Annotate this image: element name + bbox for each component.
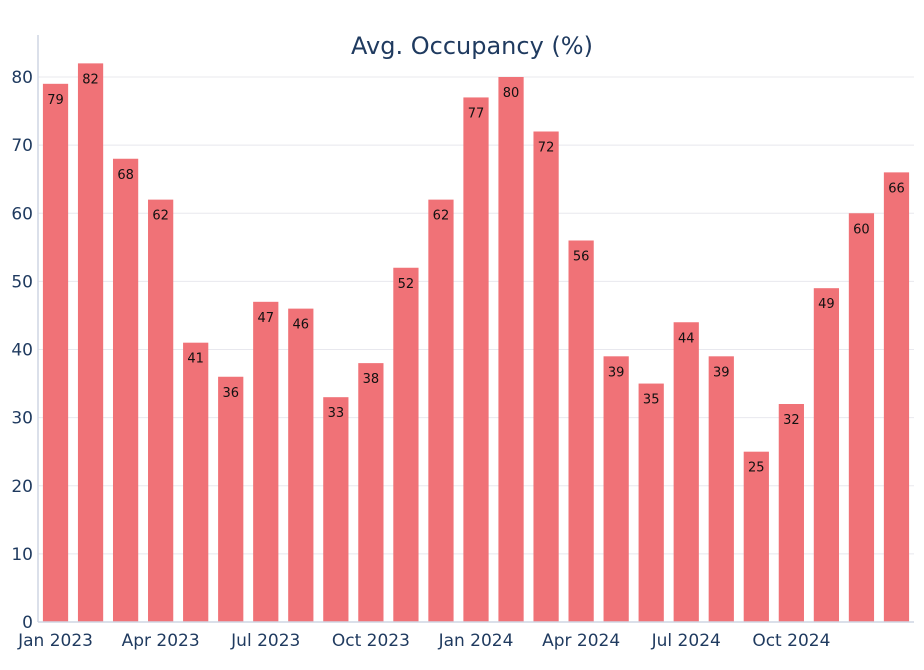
bar-aug-2024 <box>708 356 734 622</box>
data-label: 41 <box>187 352 204 367</box>
axes: 0 10 20 30 40 50 60 70 80 Jan 2023 Apr 2023 Jul 202… <box>11 35 914 651</box>
data-label: 47 <box>257 311 274 326</box>
bar-jul-2024 <box>673 322 699 622</box>
data-label: 82 <box>82 72 99 87</box>
x-tick-label: Oct 2023 <box>332 631 410 651</box>
bar-may-2024 <box>603 356 629 622</box>
bar-jun-2023 <box>218 376 244 622</box>
bar-apr-2023 <box>148 199 174 622</box>
data-label: 49 <box>818 297 835 312</box>
data-label: 38 <box>363 372 380 387</box>
bar-nov-2024 <box>813 288 840 622</box>
x-tick-label: Apr 2023 <box>122 631 200 651</box>
data-label: 32 <box>783 413 800 428</box>
x-tick-label: Oct 2024 <box>752 631 830 651</box>
y-tick-label: 10 <box>11 545 33 565</box>
y-tick-label: 80 <box>11 68 33 88</box>
data-label: 35 <box>643 393 660 408</box>
data-label: 62 <box>433 209 450 224</box>
bar-jan-2023 <box>42 83 69 622</box>
data-label: 36 <box>222 386 239 401</box>
bar-feb-2023 <box>77 63 104 622</box>
x-tick-label: Jan 2024 <box>438 631 514 651</box>
bar-dec-2023 <box>428 199 454 622</box>
data-label: 80 <box>503 86 520 101</box>
bar-may-2023 <box>183 342 209 622</box>
bar-sep-2024 <box>743 451 769 622</box>
bar-aug-2023 <box>288 308 314 622</box>
bar-mar-2024 <box>533 131 559 622</box>
bar-oct-2023 <box>358 363 384 622</box>
y-tick-label: 50 <box>11 272 33 292</box>
bar-apr-2024 <box>568 240 594 622</box>
y-tick-label: 0 <box>22 613 33 633</box>
y-tick-label: 30 <box>11 409 33 429</box>
data-label: 62 <box>152 209 169 224</box>
data-labels: 79 82 68 62 41 36 47 46 33 38 52 62 77 80 72 56 39 35 44 39… <box>47 72 905 475</box>
bar-nov-2023 <box>393 267 419 622</box>
bar-sep-2023 <box>323 397 349 622</box>
data-label: 39 <box>608 365 625 380</box>
bar-oct-2024 <box>778 404 804 622</box>
bar-jun-2024 <box>638 383 664 622</box>
x-tick-label: Jul 2024 <box>651 631 721 651</box>
x-tick-label: Jul 2023 <box>230 631 300 651</box>
y-tick-label: 70 <box>11 136 33 156</box>
data-label: 52 <box>398 277 415 292</box>
y-tick-label: 40 <box>11 341 33 361</box>
x-tick-label: Apr 2024 <box>542 631 620 651</box>
data-label: 44 <box>678 331 695 346</box>
data-label: 68 <box>117 168 134 183</box>
bar-mar-2023 <box>112 158 139 622</box>
bars <box>42 63 910 622</box>
data-label: 46 <box>293 318 310 333</box>
bar-dec-2024 <box>848 213 875 622</box>
y-tick-label: 20 <box>11 477 33 497</box>
data-label: 66 <box>888 181 905 196</box>
bar-jul-2023 <box>253 301 279 622</box>
bar-jan-2025 <box>883 172 910 622</box>
bar-jan-2024 <box>463 97 489 622</box>
data-label: 33 <box>328 406 345 421</box>
data-label: 56 <box>573 250 590 265</box>
data-label: 60 <box>853 222 870 237</box>
data-label: 25 <box>748 461 765 476</box>
data-label: 77 <box>468 106 485 121</box>
data-label: 72 <box>538 141 555 156</box>
data-label: 79 <box>47 93 64 108</box>
chart-title: Avg. Occupancy (%) <box>351 32 593 60</box>
y-tick-label: 60 <box>11 204 33 224</box>
x-tick-label: Jan 2023 <box>17 631 93 651</box>
data-label: 39 <box>713 365 730 380</box>
bar-feb-2024 <box>498 77 524 622</box>
